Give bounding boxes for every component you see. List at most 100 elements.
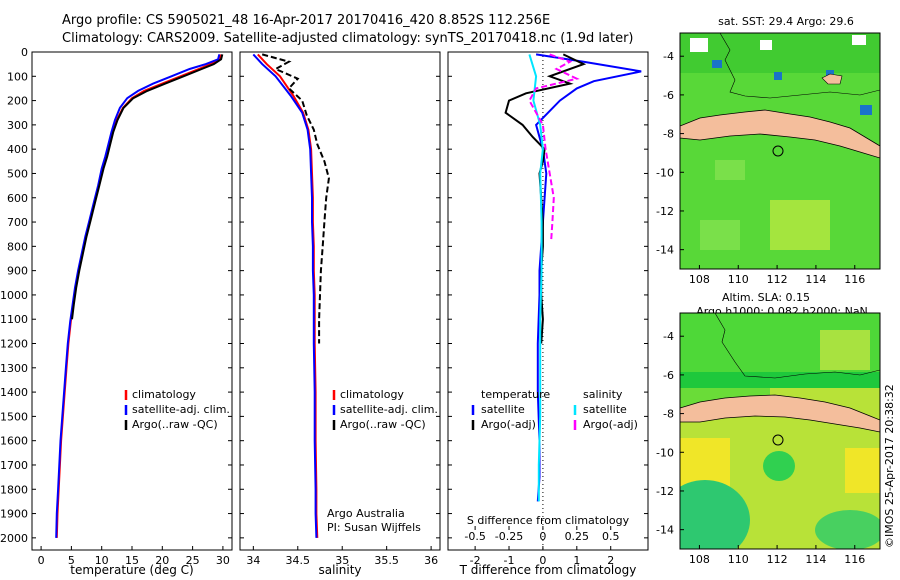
legend-header: salinity <box>583 388 623 401</box>
x-tick-label: 36 <box>424 554 438 567</box>
sst-argo-marker <box>772 145 784 157</box>
s-tick-label: 0.25 <box>565 530 590 543</box>
depth-tick-label: 500 <box>7 167 28 180</box>
map-lat-label: -14 <box>656 244 674 257</box>
x-tick-label: 34 <box>246 554 260 567</box>
map-lon-label: 110 <box>728 553 749 566</box>
s-tick-label: -0.25 <box>495 530 523 543</box>
sla-map-field <box>680 313 880 549</box>
x-tick-label: 15 <box>125 554 139 567</box>
depth-tick-label: 1400 <box>0 386 28 399</box>
map-lat-label: -6 <box>663 89 674 102</box>
map-lon-label: 114 <box>805 553 826 566</box>
sla-map-title: Altim. SLA: 0.15 <box>722 291 810 304</box>
x-tick-label: 34.5 <box>286 554 311 567</box>
x-tick-label: 1 <box>573 554 580 567</box>
series-line-satellite-adj-clim- <box>252 53 318 538</box>
map-lon-label: 108 <box>689 273 710 286</box>
series-line-argo-raw-qc- <box>71 54 224 320</box>
map-lon-label: 116 <box>844 273 865 286</box>
map-sla: Altim. SLA: 0.15 Argo h1000: 0.082 h2000… <box>656 291 881 566</box>
x-tick-label: 30 <box>216 554 230 567</box>
x-tick-label: -1 <box>504 554 515 567</box>
temperature-frame <box>31 51 233 551</box>
depth-tick-label: 400 <box>7 143 28 156</box>
legend-header: temperature <box>481 388 550 401</box>
sst-map-title: sat. SST: 29.4 Argo: 29.6 <box>718 15 854 28</box>
t-difference-xlabel: T difference from climatology <box>459 563 637 577</box>
depth-tick-label: 200 <box>7 95 28 108</box>
map-lat-label: -14 <box>656 524 674 537</box>
legend-label: climatology <box>340 388 404 401</box>
depth-tick-label: 900 <box>7 265 28 278</box>
map-lat-label: -12 <box>656 485 674 498</box>
depth-tick-label: 100 <box>7 70 28 83</box>
series-line-satellite-adj-clim- <box>55 54 221 538</box>
sla-map-frame <box>679 312 881 550</box>
legend-label: Argo(..raw -QC) <box>340 418 426 431</box>
x-tick-label: 20 <box>155 554 169 567</box>
depth-tick-label: 1700 <box>0 459 28 472</box>
salinity-frame <box>239 51 441 551</box>
depth-tick-label: 2000 <box>0 532 28 545</box>
x-tick-label: 0 <box>539 554 546 567</box>
legend-label: Argo(..raw -QC) <box>132 418 218 431</box>
s-tick-label: -0.5 <box>464 530 485 543</box>
series-line-satellite <box>534 53 642 502</box>
salinity-annotation-line2: PI: Susan Wijffels <box>327 521 421 534</box>
depth-tick-label: 700 <box>7 216 28 229</box>
s-tick-label: 0.5 <box>602 530 620 543</box>
sst-map-field <box>680 33 880 269</box>
map-lon-label: 112 <box>767 553 788 566</box>
header-line1: Argo profile: CS 5905021_48 16-Apr-2017 … <box>62 13 550 28</box>
map-lon-label: 112 <box>767 273 788 286</box>
map-lon-label: 114 <box>805 273 826 286</box>
map-sst: sat. SST: 29.4 Argo: 29.6 108 110 112 114 11… <box>656 15 881 286</box>
x-tick-label: 35 <box>335 554 349 567</box>
map-lat-label: -8 <box>663 408 674 421</box>
depth-tick-label: 1000 <box>0 289 28 302</box>
map-lon-label: 108 <box>689 553 710 566</box>
header-line2: Climatology: CARS2009. Satellite-adjuste… <box>62 31 634 46</box>
x-tick-label: 5 <box>68 554 75 567</box>
depth-tick-label: 1200 <box>0 338 28 351</box>
map-lat-label: -4 <box>663 330 674 343</box>
map-lat-label: -10 <box>656 446 674 459</box>
map-lon-label: 116 <box>844 553 865 566</box>
legend-label: Argo(-adj) <box>481 418 536 431</box>
panel-salinity: 34 34.5 35 35.5 36 climatology satellite-adj.… <box>239 51 441 577</box>
sst-map-frame <box>679 32 881 270</box>
x-tick-label: 0 <box>38 554 45 567</box>
footer-credit: ©IMOS 25-Apr-2017 20:38:32 <box>883 384 896 548</box>
x-tick-label: 25 <box>186 554 200 567</box>
s-difference-xlabel: S difference from climatology <box>467 514 630 527</box>
depth-tick-label: 1800 <box>0 483 28 496</box>
legend-label: satellite-adj. clim. <box>340 403 438 416</box>
legend-label: climatology <box>132 388 196 401</box>
sla-argo-marker <box>772 434 784 446</box>
depth-tick-label: 1600 <box>0 435 28 448</box>
series-line-argo-adj- <box>528 53 580 242</box>
temperature-xlabel: temperature (deg C) <box>70 563 193 577</box>
x-tick-label: -2 <box>470 554 481 567</box>
legend-label: satellite-adj. clim. <box>132 403 230 416</box>
legend-label: satellite <box>583 403 627 416</box>
depth-tick-label: 1900 <box>0 508 28 521</box>
x-tick-label: 35.5 <box>374 554 399 567</box>
depth-tick-label: 800 <box>7 240 28 253</box>
map-lat-label: -8 <box>663 128 674 141</box>
depth-tick-label: 0 <box>21 46 28 59</box>
depth-tick-label: 1500 <box>0 410 28 423</box>
series-line-argo-raw-qc- <box>261 53 330 344</box>
depth-tick-label: 300 <box>7 119 28 132</box>
x-tick-label: 10 <box>95 554 109 567</box>
depth-tick-label: 1100 <box>0 313 28 326</box>
salinity-xlabel: salinity <box>318 563 361 577</box>
map-lat-label: -4 <box>663 50 674 63</box>
legend-label: satellite <box>481 403 525 416</box>
x-tick-label: 2 <box>607 554 614 567</box>
salinity-annotation-line1: Argo Australia <box>327 507 405 520</box>
depth-tick-label: 1300 <box>0 362 28 375</box>
